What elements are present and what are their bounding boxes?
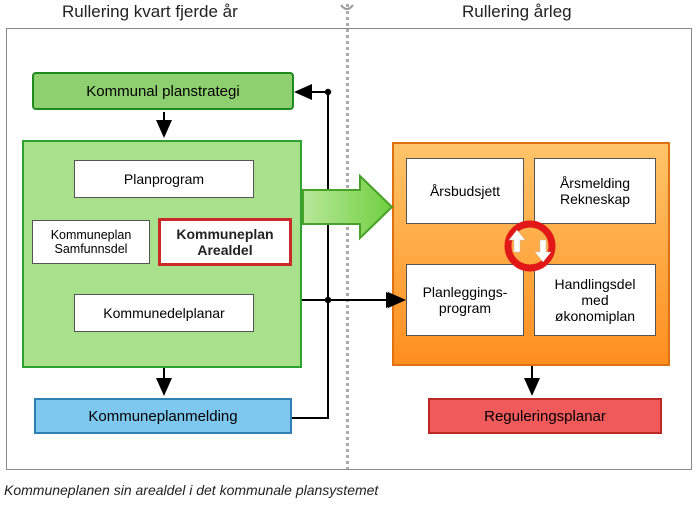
- header-left: Rullering kvart fjerde år: [62, 2, 238, 22]
- node-kommunedelplanar: Kommunedelplanar: [74, 294, 254, 332]
- node-aarsmelding: Årsmelding Rekneskap: [534, 158, 656, 224]
- separator-ornament: [339, 0, 355, 10]
- caption: Kommuneplanen sin arealdel i det kommuna…: [4, 482, 378, 498]
- node-reguleringsplanar: Reguleringsplanar: [428, 398, 662, 434]
- node-aarsbudsjett: Årsbudsjett: [406, 158, 524, 224]
- header-right: Rullering årleg: [462, 2, 572, 22]
- node-planstrategi: Kommunal planstrategi: [32, 72, 294, 110]
- node-kp-samfunn: Kommuneplan Samfunnsdel: [32, 220, 150, 264]
- node-kommuneplanmelding: Kommuneplanmelding: [34, 398, 292, 434]
- node-planprogram: Planprogram: [74, 160, 254, 198]
- node-kp-areal: Kommuneplan Arealdel: [158, 218, 292, 266]
- node-handlingsdel: Handlingsdel med økonomiplan: [534, 264, 656, 336]
- node-planleggingsprogram: Planleggings- program: [406, 264, 524, 336]
